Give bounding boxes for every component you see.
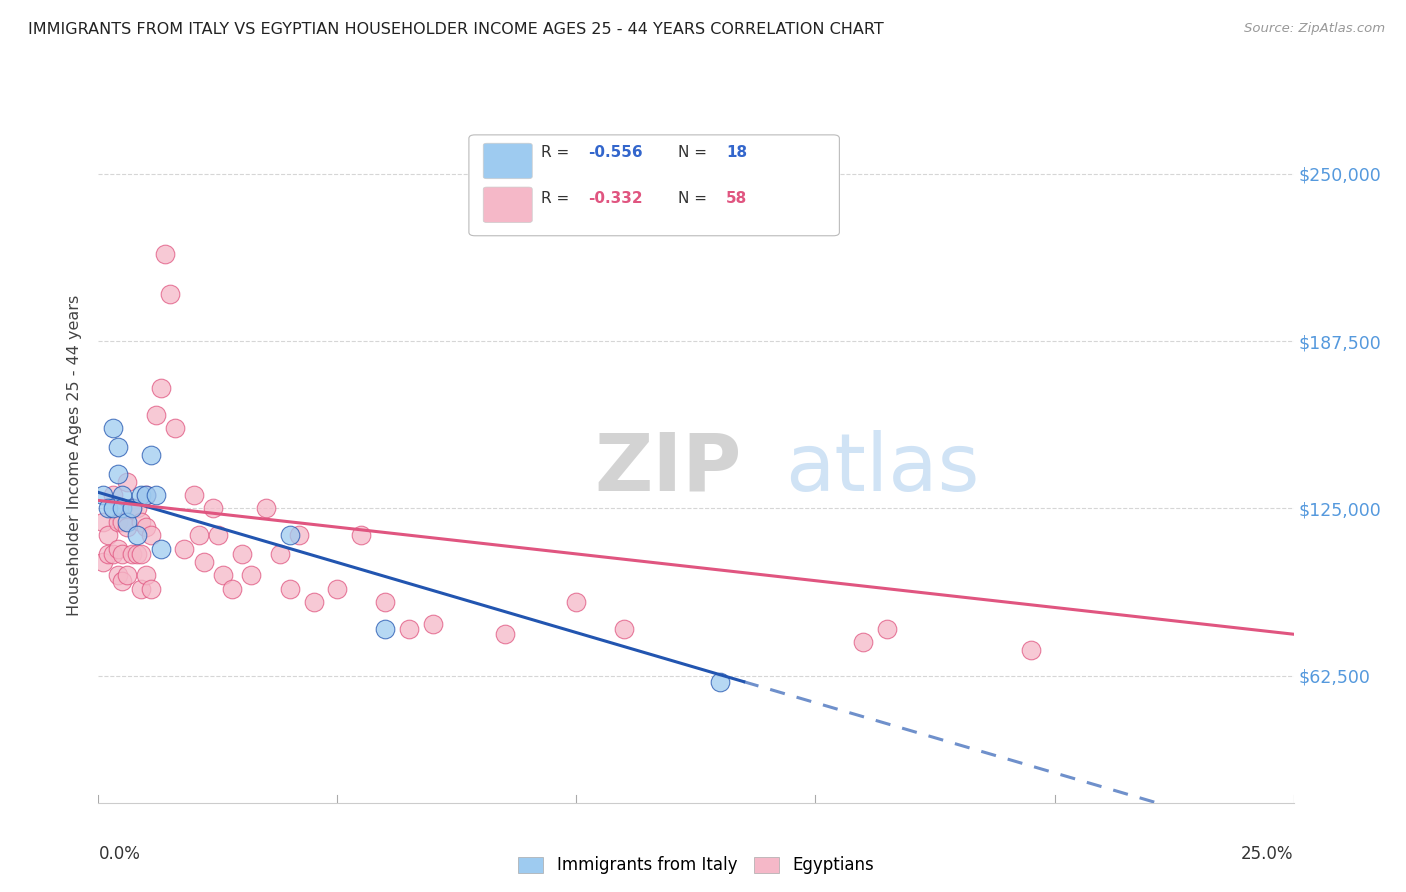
Point: [101, 547, 124, 561]
Point: [101, 501, 124, 516]
Point: [131, 547, 153, 561]
Point: [422, 616, 444, 631]
Text: R =: R =: [540, 145, 574, 161]
Point: [149, 381, 172, 395]
Text: 25.0%: 25.0%: [1241, 845, 1294, 863]
FancyBboxPatch shape: [470, 135, 839, 235]
Point: [613, 622, 636, 636]
Point: [97, 528, 120, 542]
Point: [125, 501, 148, 516]
Point: [155, 247, 177, 261]
Point: [101, 488, 124, 502]
Point: [254, 501, 277, 516]
Text: IMMIGRANTS FROM ITALY VS EGYPTIAN HOUSEHOLDER INCOME AGES 25 - 44 YEARS CORRELAT: IMMIGRANTS FROM ITALY VS EGYPTIAN HOUSEH…: [28, 22, 884, 37]
Text: -0.556: -0.556: [588, 145, 643, 161]
Text: ZIP: ZIP: [595, 430, 741, 508]
Point: [183, 488, 205, 502]
Text: N =: N =: [678, 191, 711, 205]
Text: 58: 58: [725, 191, 747, 205]
Point: [221, 582, 243, 596]
Point: [131, 582, 153, 596]
Point: [193, 555, 215, 569]
Point: [135, 568, 157, 582]
Point: [494, 627, 516, 641]
FancyBboxPatch shape: [484, 144, 533, 178]
Point: [115, 515, 138, 529]
Point: [326, 582, 349, 596]
Point: [398, 622, 420, 636]
Point: [91, 515, 114, 529]
Point: [125, 528, 148, 542]
Point: [852, 635, 875, 649]
Point: [231, 547, 253, 561]
Point: [202, 501, 225, 516]
Point: [107, 515, 129, 529]
Point: [135, 520, 157, 534]
Point: [350, 528, 373, 542]
Text: Source: ZipAtlas.com: Source: ZipAtlas.com: [1244, 22, 1385, 36]
Point: [139, 448, 162, 462]
Legend: Immigrants from Italy, Egyptians: Immigrants from Italy, Egyptians: [519, 856, 873, 874]
Point: [111, 574, 134, 588]
Point: [876, 622, 898, 636]
Point: [115, 475, 138, 489]
Point: [278, 528, 301, 542]
Text: R =: R =: [540, 191, 574, 205]
Point: [145, 488, 167, 502]
Point: [97, 501, 120, 516]
Point: [125, 547, 148, 561]
Point: [302, 595, 325, 609]
FancyBboxPatch shape: [484, 187, 533, 222]
Point: [107, 440, 129, 454]
Text: atlas: atlas: [786, 430, 980, 508]
Point: [131, 515, 153, 529]
Point: [101, 421, 124, 435]
Point: [135, 488, 157, 502]
Point: [115, 568, 138, 582]
Point: [374, 622, 396, 636]
Y-axis label: Householder Income Ages 25 - 44 years: Householder Income Ages 25 - 44 years: [67, 294, 83, 615]
Point: [111, 488, 134, 502]
Point: [1019, 643, 1042, 657]
Point: [145, 408, 167, 422]
Point: [139, 528, 162, 542]
Point: [91, 488, 114, 502]
Text: 18: 18: [725, 145, 747, 161]
Point: [131, 488, 153, 502]
Point: [91, 555, 114, 569]
Point: [565, 595, 588, 609]
Point: [115, 520, 138, 534]
Point: [149, 541, 172, 556]
Point: [163, 421, 186, 435]
Text: N =: N =: [678, 145, 711, 161]
Point: [135, 488, 157, 502]
Point: [111, 515, 134, 529]
Point: [107, 568, 129, 582]
Point: [173, 541, 195, 556]
Point: [187, 528, 209, 542]
Point: [111, 547, 134, 561]
Point: [240, 568, 263, 582]
Point: [269, 547, 291, 561]
Point: [278, 582, 301, 596]
Point: [121, 501, 143, 516]
Point: [111, 501, 134, 516]
Point: [121, 547, 143, 561]
Point: [97, 547, 120, 561]
Point: [709, 675, 731, 690]
Point: [207, 528, 229, 542]
Point: [288, 528, 311, 542]
Point: [107, 541, 129, 556]
Point: [107, 467, 129, 481]
Point: [139, 582, 162, 596]
Text: -0.332: -0.332: [588, 191, 643, 205]
Point: [121, 501, 143, 516]
Text: 0.0%: 0.0%: [98, 845, 141, 863]
Point: [374, 595, 396, 609]
Point: [159, 287, 181, 301]
Point: [211, 568, 233, 582]
